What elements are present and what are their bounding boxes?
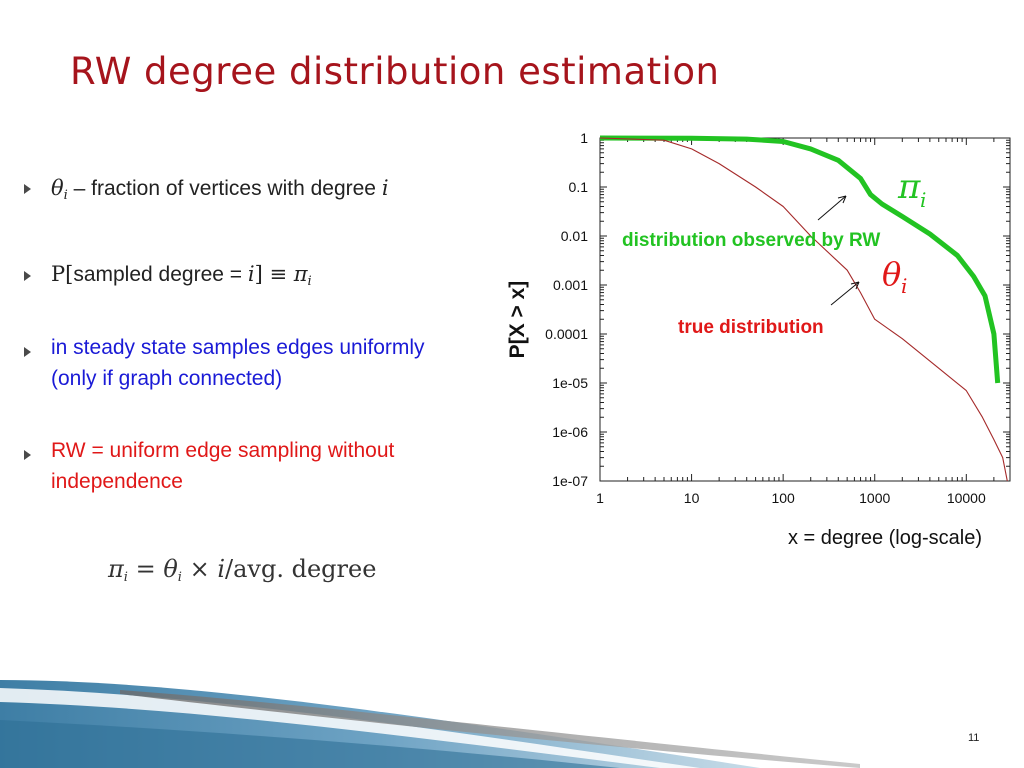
annotation-arrowhead <box>837 195 847 204</box>
formula-var: i <box>217 555 226 583</box>
bullet-sampled-text: P[sampled degree = i] ≡ πi <box>51 259 312 297</box>
series-line-true <box>599 137 1008 482</box>
bullet-arrow-icon <box>24 347 31 357</box>
x-tick-label: 100 <box>771 490 795 506</box>
formula-theta-sub: i <box>177 570 182 585</box>
theta-subscript: i <box>63 188 68 203</box>
pi-annotation: π <box>897 167 921 207</box>
formula-pi-sub: i <box>123 570 128 585</box>
bullet-arrow-icon <box>24 184 31 194</box>
theta-annotation: θ <box>882 255 901 293</box>
plot-frame <box>599 137 1011 482</box>
y-tick-label: 0.1 <box>569 179 589 195</box>
annotation-arrow <box>830 281 860 306</box>
legend-observed-label: distribution observed by RW <box>622 230 880 251</box>
x-tick-label: 1 <box>596 490 604 506</box>
formula-pi: π <box>108 555 124 583</box>
bullet-theta-text: θi – fraction of vertices with degree i <box>51 173 389 211</box>
x-axis-label: x = degree (log-scale) <box>788 527 982 549</box>
y-tick-label: 1 <box>580 130 588 146</box>
x-tick-label: 10000 <box>947 490 986 506</box>
degree-variable: i <box>381 176 389 200</box>
degree-variable: i <box>247 262 255 286</box>
x-tick-label: 1000 <box>859 490 890 506</box>
pi-symbol: π <box>293 262 308 286</box>
formula: πi = θi × i/avg. degree <box>108 555 376 585</box>
degree-distribution-chart: 1 0.1 0.01 0.001 0.0001 1e-05 1e-06 1e-07 1 10 100… <box>506 130 1011 549</box>
equiv-symbol: ] ≡ <box>254 262 294 286</box>
bullet-rw-line-2: independence <box>51 470 183 493</box>
y-tick-label: 1e-06 <box>552 424 588 440</box>
theta-annotation-sub: i <box>901 274 907 298</box>
decorative-swoosh <box>0 680 860 768</box>
legend-true-label: true distribution <box>678 317 824 338</box>
y-axis-label: P[X > x] <box>506 281 529 359</box>
annotation-arrow <box>817 195 847 221</box>
series-line-observed <box>599 135 1001 384</box>
bullet-steady-line-2: (only if graph connected) <box>51 367 283 390</box>
x-tick-label: 10 <box>684 490 700 506</box>
formula-theta: θ <box>163 555 178 583</box>
bullet-arrow-icon <box>24 271 31 281</box>
bullet-sampled-label: sampled degree = <box>73 263 248 286</box>
theta-symbol: θ <box>51 176 64 200</box>
bullet-arrow-icon <box>24 450 31 460</box>
slide-title: RW degree distribution estimation <box>70 50 720 93</box>
y-tick-label: 0.0001 <box>545 326 588 342</box>
y-tick-label: 0.01 <box>561 228 588 244</box>
pi-annotation-sub: i <box>920 188 926 212</box>
page-number: 11 <box>968 732 980 744</box>
bullet-rw-line-1: RW = uniform edge sampling without <box>51 439 395 462</box>
y-tick-label: 0.001 <box>553 277 588 293</box>
formula-equals: = <box>127 555 164 583</box>
bullet-steady-line-1: in steady state samples edges uniformly <box>51 336 425 359</box>
annotation-arrowhead <box>850 281 860 290</box>
y-tick-label: 1e-07 <box>552 473 588 489</box>
formula-times: × <box>181 555 218 583</box>
pi-subscript: i <box>307 274 312 289</box>
y-tick-label: 1e-05 <box>552 375 588 391</box>
prob-prefix: P[ <box>51 262 74 286</box>
bullet-theta-label: – fraction of vertices with degree <box>67 177 382 200</box>
formula-rest: /avg. degree <box>225 555 377 583</box>
